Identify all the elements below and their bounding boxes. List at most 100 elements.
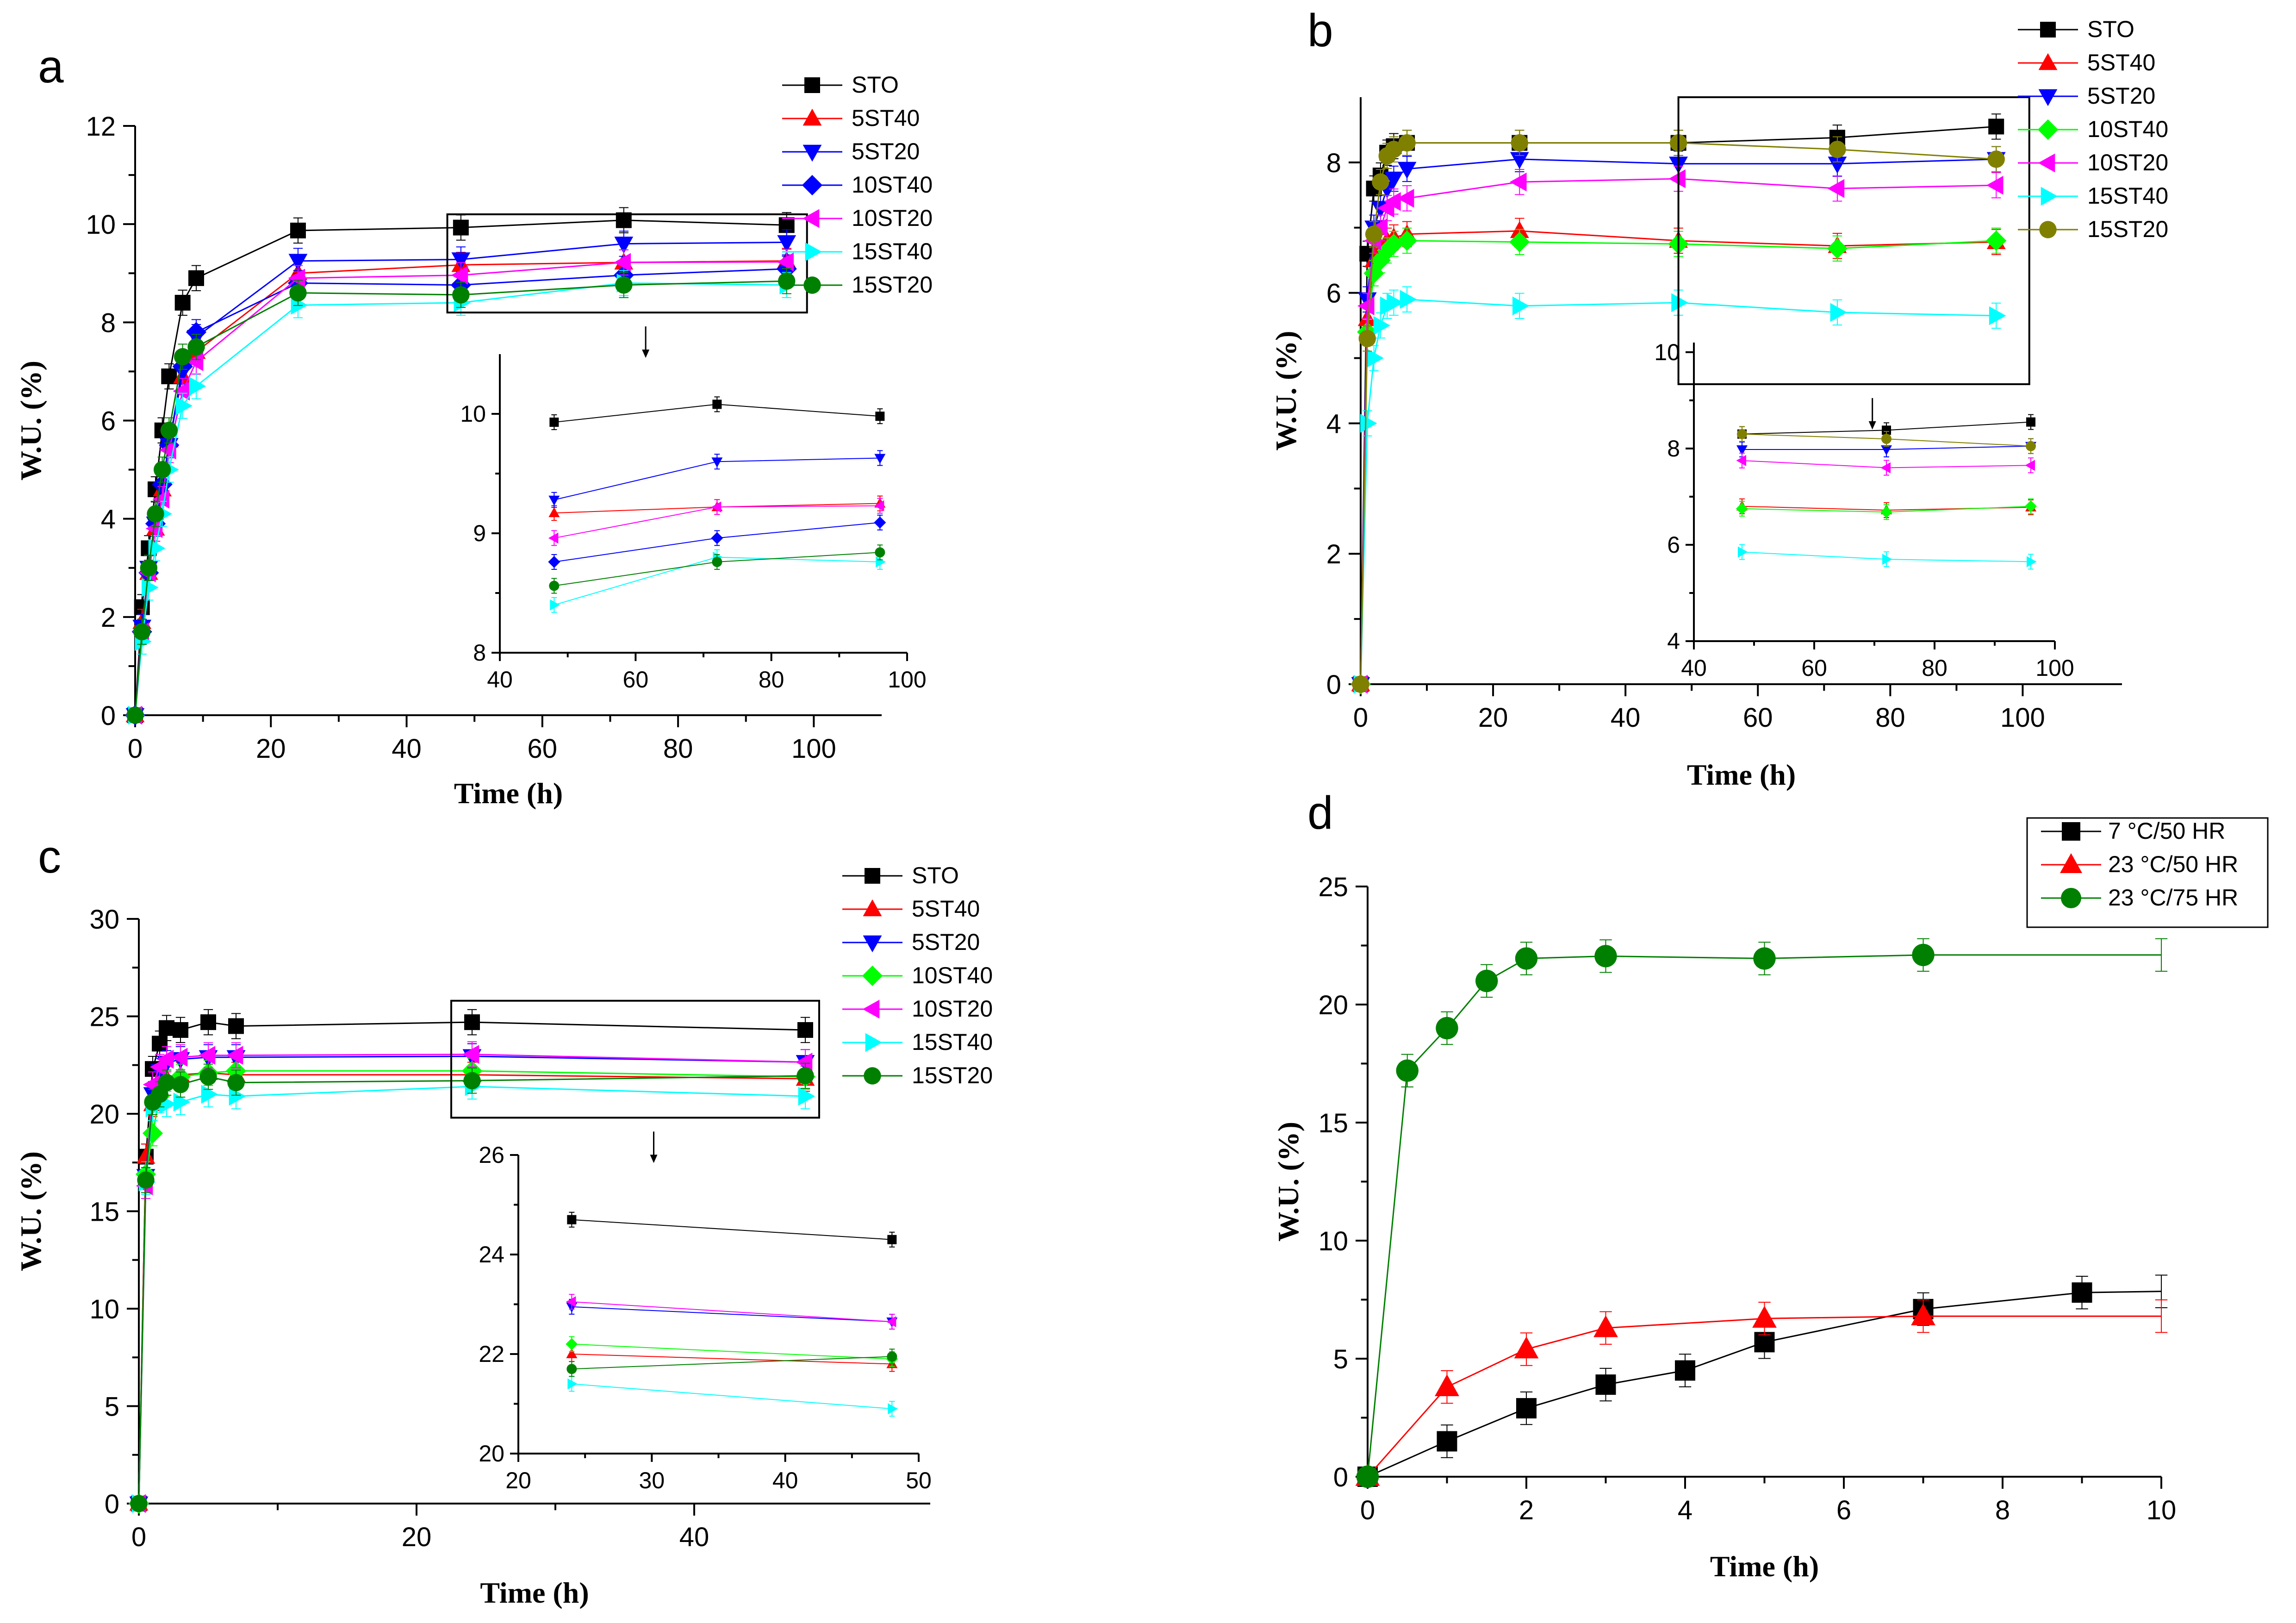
x-tick-label: 6 [1836,1495,1851,1525]
series-15st20 [126,268,796,724]
series-line [572,1306,892,1323]
data-point [453,219,469,236]
data-point [158,1074,175,1092]
series-23-c-75-hr [1356,938,2168,1488]
data-point [227,1074,245,1092]
series-15st40 [131,1073,815,1513]
inset: 20 30 40 50 20 22 24 26 [479,1142,931,1493]
y-tick-label: 0 [101,701,116,731]
inset-series-15st20 [549,544,885,594]
data-point [1356,1465,1379,1488]
data-point [1736,445,1748,456]
inset-series-sto [549,396,885,431]
series-5st20 [129,1043,815,1514]
data-point [566,1364,577,1374]
x-tick-label: 8 [1995,1495,2010,1525]
series-line [134,268,787,716]
legend-item-5st20: 5ST20 [2018,83,2155,109]
x-tick-label: 60 [1743,703,1773,733]
x-tick-label: 20 [1478,703,1508,733]
data-point [1671,293,1688,312]
data-point [1988,119,2004,135]
series-line [138,1072,806,1504]
x-axis-title: Time (h) [1710,1550,1819,1583]
inset-x-tick-label: 50 [906,1467,932,1493]
data-point [875,412,885,421]
data-point [1365,225,1383,243]
data-point [795,1053,813,1072]
data-point [777,235,796,252]
legend-item-15st20: 15ST20 [842,1062,993,1088]
data-point [549,581,560,591]
series-line [134,280,787,716]
data-point [1736,455,1746,466]
data-point [463,1072,481,1090]
data-point [452,286,470,304]
data-point [1986,230,2007,251]
legend-marker [863,935,882,953]
legend-marker [802,175,823,196]
inset-series-15st40 [1738,544,2037,570]
series-line [134,219,787,716]
data-point [1384,192,1401,211]
legend-label: STO [2087,16,2134,42]
data-point [160,422,178,439]
data-point [1510,172,1527,192]
y-tick-label: 8 [1326,148,1341,178]
y-tick-label: 0 [1326,670,1341,700]
legend-marker [862,965,883,986]
inset-x-tick-label: 80 [1922,655,1948,681]
data-point [1400,290,1417,309]
legend-item-23-c-75-hr: 23 °C/75 HR [2041,885,2238,911]
legend-item-sto: STO [842,862,959,888]
legend-item-10st20: 10ST20 [842,996,993,1022]
data-point [566,1296,576,1308]
data-point [1435,1374,1459,1396]
data-point [712,556,722,567]
legend-item-10st20: 10ST20 [2018,150,2168,175]
y-tick-label: 5 [105,1392,119,1422]
series-10st20 [129,1041,813,1513]
y-tick-label: 4 [101,505,116,535]
data-point [188,270,204,286]
data-point [187,338,205,356]
legend: STO 5ST40 5ST20 10ST40 10ST20 15ST40 15ST20 [782,72,933,298]
x-tick-label: 80 [663,734,693,764]
data-point [778,272,796,290]
series-line [134,282,787,716]
legend-marker [803,108,822,126]
y-tick-label: 10 [89,1294,119,1324]
inset-series-10st40 [1736,498,2037,520]
data-point [614,237,634,254]
panel-label: d [1307,787,1333,839]
data-point [1352,675,1369,693]
legend-marker [2061,888,2081,908]
data-point [548,556,560,568]
data-point [130,1495,148,1512]
inset-x-tick-label: 40 [487,667,513,693]
data-point [1367,349,1384,368]
data-point [228,1018,244,1034]
data-point [711,532,723,544]
legend-label: 5ST20 [2087,83,2155,109]
x-axis-title: Time (h) [480,1576,589,1609]
data-point [2072,1282,2092,1303]
data-point [186,352,204,371]
data-point [549,418,559,427]
legend-item-5st40: 5ST40 [2018,50,2155,75]
series-10st40 [124,256,797,726]
zoom-arrowhead [650,1155,658,1163]
data-point [2027,556,2037,568]
series-line [572,1354,892,1365]
legend-label: 15ST40 [852,238,933,264]
data-point [201,1085,218,1104]
y-tick-label: 0 [105,1489,119,1519]
data-point [1880,506,1892,518]
data-point [1594,945,1617,968]
data-point [798,1086,815,1106]
y-tick-label: 12 [86,112,116,142]
series-line [572,1356,892,1370]
inset-series-15st20 [566,1348,897,1377]
legend-label: 23 °C/75 HR [2108,885,2238,911]
legend-item-10st20: 10ST20 [782,205,933,231]
